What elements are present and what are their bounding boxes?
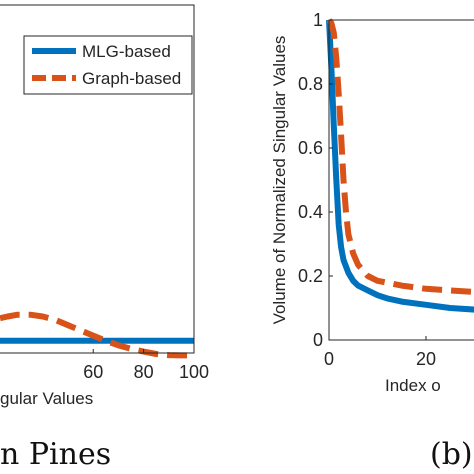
x-tick-label: 60 xyxy=(83,362,103,382)
y-axis-label-b: Volume of Normalized Singular Values xyxy=(270,36,289,325)
series-group-b xyxy=(326,18,474,313)
y-tick-label: 0.4 xyxy=(298,202,323,222)
y-tick-label: 0 xyxy=(313,330,323,350)
y-tick-label: 0.2 xyxy=(298,266,323,286)
y-tick-label: 0.6 xyxy=(298,138,323,158)
x-axis-ticks-b: 0 20 xyxy=(324,336,436,369)
x-axis-label-b: Index o xyxy=(385,376,441,395)
legend-label-graph: Graph-based xyxy=(82,69,181,88)
y-tick-label: 1 xyxy=(313,10,323,30)
y-axis-ticks-b: 0 0.2 0.4 0.6 0.8 1 xyxy=(298,10,333,350)
series-line-graph-a xyxy=(0,311,194,359)
plot-area-frame-a xyxy=(0,4,195,354)
legend-label-mlg: MLG-based xyxy=(82,42,171,61)
x-tick-label: 80 xyxy=(134,362,154,382)
chart-panel-b: 0 0.2 0.4 0.6 0.8 1 0 20 Volume of Normalized … xyxy=(270,10,474,472)
plot-area-frame-b xyxy=(328,19,474,341)
series-group-a xyxy=(0,311,194,359)
x-axis-label-a: gular Values xyxy=(0,389,93,408)
x-axis-ticks-a: 60 80 100 xyxy=(83,349,209,382)
x-tick-label: 20 xyxy=(416,349,436,369)
legend-box xyxy=(23,35,193,95)
series-line-mlg-b xyxy=(326,19,474,313)
x-tick-label: 100 xyxy=(179,362,209,382)
y-tick-label: 0.8 xyxy=(298,74,323,94)
caption-b: (b) xyxy=(430,437,473,472)
chart-panel-a: 60 80 100 gular Values n Pines MLG-based G… xyxy=(0,4,209,472)
caption-a: n Pines xyxy=(0,437,111,472)
series-line-graph-b xyxy=(326,18,474,295)
legend: MLG-based Graph-based xyxy=(23,35,193,95)
x-tick-label: 0 xyxy=(324,349,334,369)
